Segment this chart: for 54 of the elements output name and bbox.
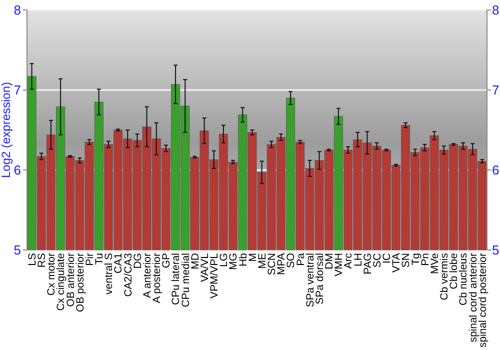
- x-tick-label: LH: [352, 253, 364, 266]
- x-tick-label: CPu medial: [180, 253, 192, 308]
- y-tick-label: 8: [14, 2, 21, 18]
- x-tick-label: SCN: [266, 253, 278, 276]
- x-tick-label: ME: [256, 253, 268, 269]
- y2-tick-label: 8: [492, 2, 500, 18]
- x-tick-label: Tu: [94, 252, 106, 265]
- x-tick-label: Cb lobe: [448, 252, 460, 290]
- x-tick-label: Tg: [410, 252, 422, 266]
- x-tick-label: MVe: [428, 252, 441, 274]
- x-tick-label: VPM/VPL: [208, 252, 221, 299]
- x-tick-label: RS: [36, 253, 48, 268]
- y2-tick-label: 5: [492, 242, 500, 258]
- x-tick-label: VMH: [333, 253, 346, 276]
- x-tick-label: M: [246, 253, 259, 262]
- x-tick-label: DG: [132, 253, 144, 269]
- x-tick-label: PAG: [362, 253, 374, 274]
- x-tick-label: GP: [160, 253, 173, 268]
- y-axis-title: Log2 (expression): [0, 82, 13, 178]
- x-tick-label: Pir: [84, 252, 96, 266]
- x-tick-label: CA1: [112, 252, 125, 274]
- x-tick-label: MD: [189, 252, 202, 270]
- x-tick-label: OB posterior: [74, 252, 86, 312]
- x-tick-label: spinal cord posterior: [476, 252, 489, 348]
- x-tick-label: CA2/CA3: [122, 252, 134, 297]
- x-tick-label: MPA: [276, 253, 288, 275]
- x-tick-label: VA/VL: [198, 252, 211, 282]
- x-tick-label: Pa: [294, 252, 307, 266]
- x-tick-label: DM: [324, 253, 336, 270]
- x-tick-label: VTA: [390, 253, 403, 273]
- y-tick-label: 6: [14, 162, 21, 178]
- x-tick-label: A anterior: [141, 252, 154, 298]
- y-tick-label: 5: [14, 242, 21, 258]
- x-tick-label: LS: [26, 253, 38, 266]
- x-tick-label: Cb nucleus: [458, 253, 470, 306]
- x-tick-label: SPa dorsal: [314, 253, 326, 304]
- x-tick-label: SN: [400, 253, 412, 268]
- y2-tick-label: 6: [492, 162, 500, 178]
- x-tick-label: SPa ventral: [304, 253, 316, 308]
- x-tick-label: MG: [228, 253, 240, 270]
- y-tick-label: 7: [14, 82, 21, 98]
- x-tick-label: CPu lateral: [170, 253, 182, 305]
- x-tick-label: IC: [381, 252, 394, 264]
- x-tick-label: ventral S: [103, 253, 116, 294]
- x-tick-label: OB anterior: [64, 252, 77, 307]
- x-tick-label: Hb: [237, 252, 250, 266]
- x-tick-label: Arc: [342, 253, 355, 269]
- y2-tick-label: 7: [492, 82, 500, 98]
- x-tick-label: SC: [371, 252, 384, 268]
- x-tick-label: SO: [285, 253, 298, 268]
- x-tick-label: spinal cord anterior: [467, 252, 480, 342]
- x-tick-label: A posterior: [151, 252, 164, 304]
- x-tick-label: LG: [218, 253, 230, 268]
- x-tick-label: Cx cingulate: [55, 252, 68, 311]
